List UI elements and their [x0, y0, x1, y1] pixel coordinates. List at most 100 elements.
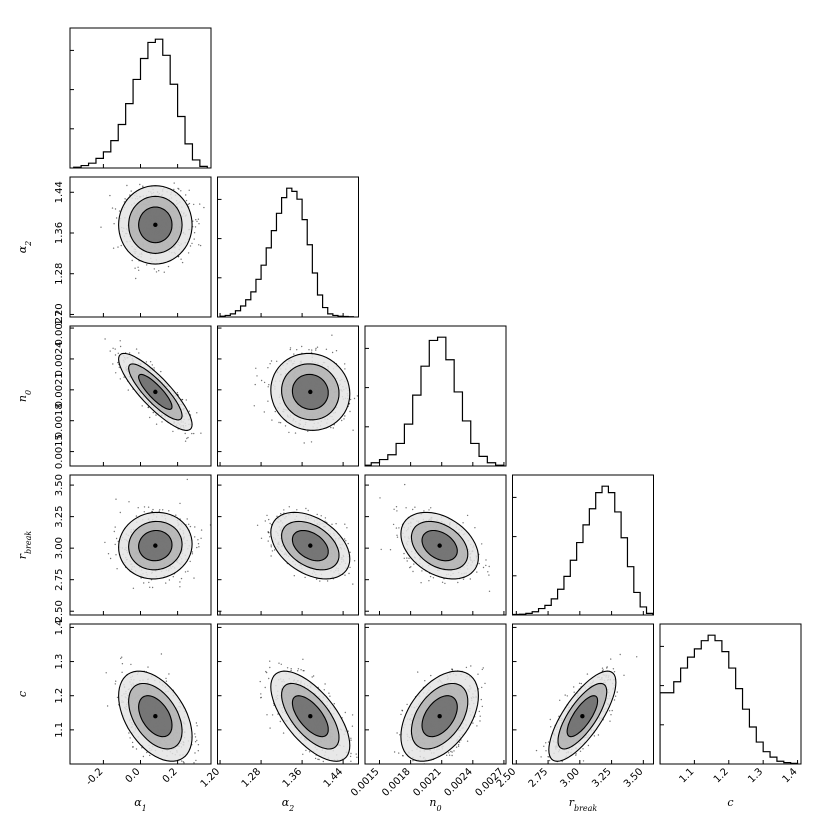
sample-point: [348, 572, 350, 575]
sample-point: [267, 531, 269, 533]
sample-point: [256, 375, 258, 377]
hist-bin-3-10: [577, 543, 583, 615]
hist-bin-0-7: [126, 104, 133, 168]
sample-point: [290, 668, 292, 670]
sample-point: [126, 184, 128, 187]
y-tick-label: 1.4: [54, 619, 65, 635]
sample-point: [104, 338, 106, 340]
sample-point: [179, 581, 181, 583]
sample-point: [403, 552, 405, 555]
sample-point: [195, 219, 197, 221]
sample-point: [193, 232, 196, 234]
sample-point: [488, 565, 490, 568]
sample-point: [196, 725, 198, 727]
hist-bin-0-2: [89, 163, 96, 168]
sample-point: [149, 361, 152, 363]
y-tick-label: 3.00: [54, 537, 65, 559]
sample-point: [159, 509, 161, 511]
panel-frame: [69, 27, 212, 169]
sample-point: [121, 671, 123, 673]
sample-point: [296, 349, 298, 351]
hist-bin-0-3: [96, 158, 103, 168]
sample-point: [408, 557, 410, 559]
sample-point: [117, 361, 119, 364]
panel-3-0: [69, 474, 212, 616]
hist-bin-3-7: [558, 589, 564, 615]
hist-bin-3-6: [551, 599, 557, 615]
sample-point: [269, 522, 271, 525]
sample-point: [124, 198, 126, 200]
sample-point: [176, 392, 179, 394]
sample-point: [414, 506, 416, 508]
density-peak: [153, 222, 158, 228]
sample-point: [114, 526, 116, 528]
sample-point: [173, 188, 175, 191]
hist-bin-3-19: [634, 592, 640, 615]
sample-point: [289, 347, 292, 349]
sample-point: [112, 347, 114, 349]
sample-point: [188, 410, 190, 412]
sample-point: [333, 703, 335, 705]
sample-point: [398, 527, 400, 529]
sample-point: [187, 436, 189, 439]
sample-point: [349, 551, 351, 553]
sample-point: [116, 568, 118, 570]
sample-point: [139, 183, 141, 186]
sample-point: [129, 737, 131, 739]
sample-point: [267, 400, 269, 402]
y-tick-label: 3.50: [54, 474, 65, 496]
hist-bin-0-5: [111, 141, 118, 168]
sample-point: [128, 732, 130, 734]
sample-point: [286, 667, 289, 669]
hist-bin-3-18: [627, 567, 633, 615]
sample-point: [264, 520, 266, 522]
sample-point: [121, 663, 124, 665]
hist-bin-2-10: [446, 360, 454, 466]
sample-point: [147, 666, 149, 668]
sample-point: [268, 518, 270, 521]
sample-point: [410, 566, 412, 568]
sample-point: [114, 208, 117, 210]
sample-point: [119, 378, 122, 380]
y-tick-label: 1.28: [54, 263, 65, 285]
sample-point: [188, 202, 191, 205]
sample-point: [412, 570, 414, 573]
sample-point: [115, 217, 118, 219]
sample-point: [195, 722, 198, 724]
hist-bin-3-11: [583, 525, 589, 615]
sample-point: [155, 271, 158, 273]
sample-point: [293, 353, 295, 355]
sample-point: [172, 430, 174, 433]
sample-point: [469, 578, 471, 580]
sample-point: [260, 379, 263, 382]
sample-point: [197, 539, 199, 541]
sample-point: [194, 752, 196, 754]
sample-point: [301, 345, 303, 348]
sample-point: [112, 363, 114, 365]
sample-point: [175, 514, 177, 516]
sample-point: [279, 422, 282, 424]
sample-point: [374, 393, 375, 394]
sample-point: [200, 432, 202, 434]
hist-bin-2-3: [388, 455, 396, 466]
sample-point: [476, 571, 478, 573]
sample-point: [182, 761, 185, 763]
sample-point: [269, 536, 271, 538]
y-tick-label: 0.0024: [54, 341, 65, 376]
sample-point: [302, 670, 304, 672]
sample-point: [121, 656, 123, 658]
sample-point: [187, 252, 190, 254]
hist-bin-0-9: [141, 59, 148, 168]
sample-point: [344, 574, 346, 576]
hist-bin-1-3: [235, 311, 240, 317]
panel-2-0: [69, 325, 212, 467]
hist-bin-0-16: [192, 160, 199, 168]
sample-point: [181, 760, 183, 762]
sample-point: [380, 548, 382, 551]
sample-point: [303, 442, 305, 444]
sample-point: [482, 566, 485, 569]
hist-bin-2-12: [462, 421, 470, 466]
hist-bin-1-20: [323, 308, 328, 317]
sample-point: [320, 515, 322, 517]
y-tick-label: 1.2: [54, 688, 65, 704]
